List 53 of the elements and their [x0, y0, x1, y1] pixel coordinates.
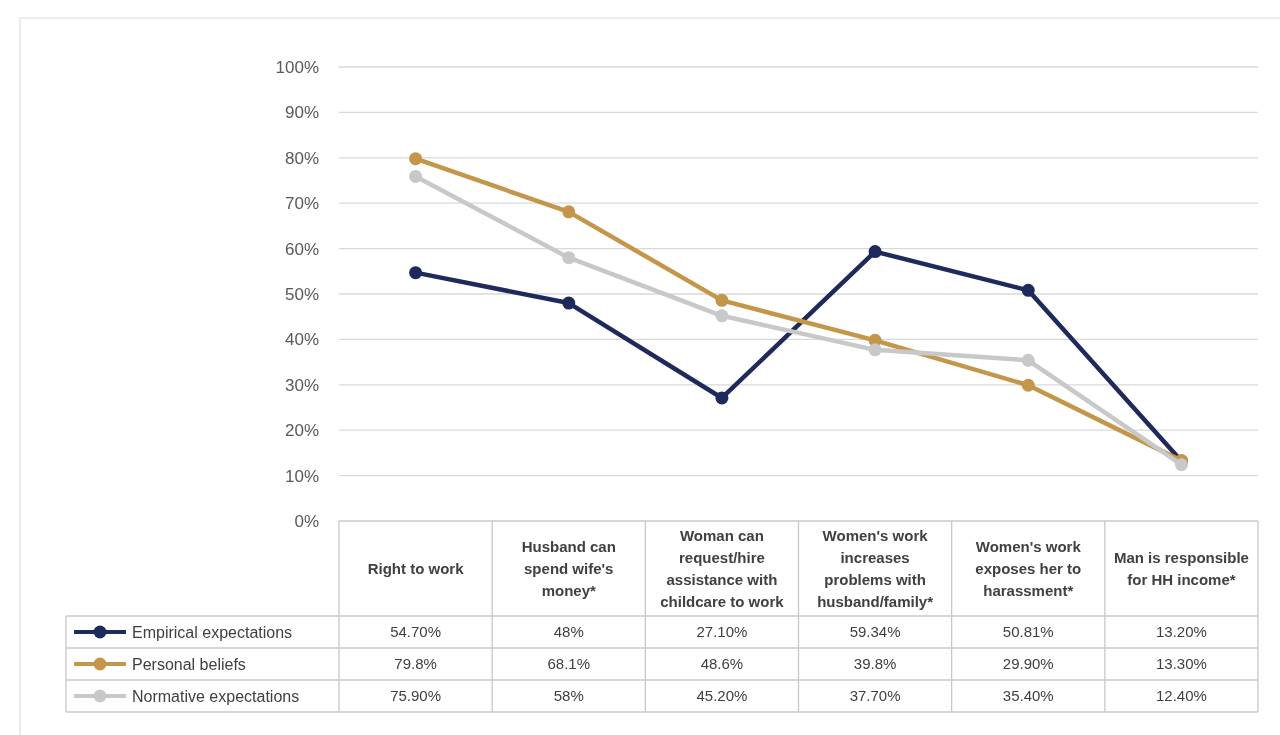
data-label: 27.10% — [696, 623, 748, 641]
data-label: 48% — [553, 623, 584, 641]
legend-label: Personal beliefs — [132, 655, 246, 673]
data-label: 12.40% — [1155, 687, 1207, 705]
x-tick-label: Husband can spend wife's money* — [521, 537, 616, 599]
y-tick-label: 60% — [284, 239, 319, 259]
data-label: 37.70% — [849, 687, 901, 705]
point — [409, 169, 423, 183]
data-label: 13.20% — [1155, 623, 1207, 641]
data-label: 59.34% — [849, 623, 901, 641]
data-label: 39.8% — [853, 655, 897, 673]
data-label: 68.1% — [547, 655, 591, 673]
point — [1021, 283, 1035, 297]
legend-label: Normative expectations — [132, 687, 300, 705]
data-label: 35.40% — [1002, 687, 1054, 705]
y-tick-label: 90% — [284, 103, 319, 123]
point — [1021, 353, 1035, 367]
x-tick-label: Women's work increases problems with husband/family* — [817, 526, 934, 610]
point — [868, 245, 882, 259]
point — [409, 152, 423, 166]
y-tick-label: 20% — [284, 421, 319, 441]
data-label: 54.70% — [390, 623, 442, 641]
x-tick-label: Right to work — [367, 559, 465, 577]
data-label: 79.8% — [394, 655, 437, 673]
data-label: 13.30% — [1155, 655, 1207, 673]
point — [562, 251, 576, 265]
point — [715, 309, 729, 323]
data-label: 45.20% — [696, 687, 748, 705]
point — [409, 266, 423, 280]
data-label: 29.90% — [1002, 655, 1054, 673]
x-tick-label: Woman can request/hire assistance with childcare to work — [660, 526, 785, 610]
y-tick-label: 30% — [284, 375, 319, 395]
y-tick-label: 80% — [284, 148, 319, 168]
x-tick-label: Man is responsible for HH income* — [1113, 548, 1249, 588]
legend-label: Empirical expectations — [132, 623, 293, 641]
y-tick-label: 70% — [284, 194, 319, 214]
point — [1174, 458, 1188, 472]
point — [1021, 378, 1035, 392]
data-label: 48.6% — [700, 655, 744, 673]
y-tick-label: 50% — [284, 284, 319, 304]
y-tick-label: 0% — [294, 511, 319, 531]
data-label: 50.81% — [1002, 623, 1054, 641]
point — [715, 293, 729, 307]
y-tick-label: 40% — [284, 330, 319, 350]
data-label: 58% — [553, 687, 584, 705]
point — [715, 391, 729, 405]
y-tick-label: 100% — [275, 57, 319, 77]
point — [562, 205, 576, 219]
y-tick-label: 10% — [284, 466, 319, 486]
data-label: 75.90% — [390, 687, 442, 705]
point — [562, 296, 576, 310]
x-tick-label: Women's work exposes her to harassment* — [975, 537, 1082, 599]
point — [868, 343, 882, 357]
